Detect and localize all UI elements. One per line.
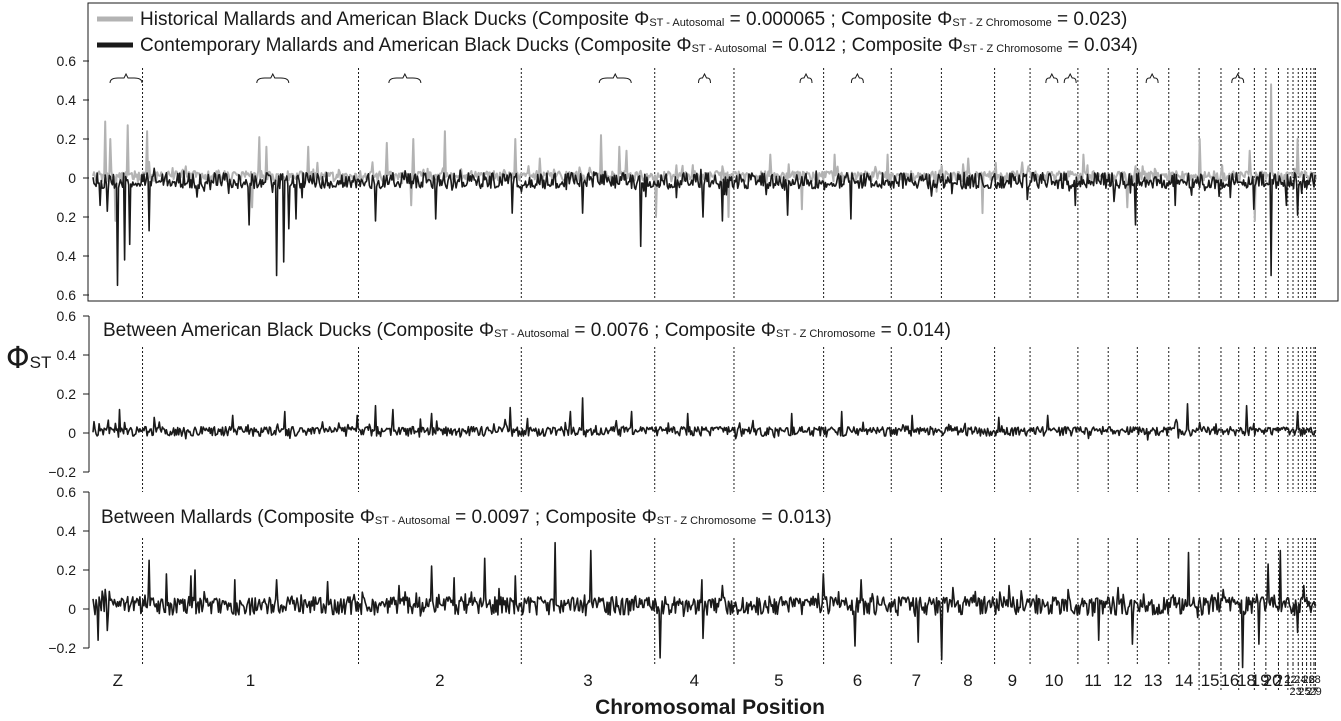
chromosome-label: 5	[774, 671, 783, 690]
y-tick-label: 0.4	[57, 248, 77, 264]
chromosome-label: 21	[1274, 671, 1293, 690]
chromosome-label: 18	[1237, 671, 1256, 690]
y-tick-label: 0.2	[57, 209, 77, 225]
chromosome-label: 1	[246, 671, 255, 690]
chromosome-label: 3	[583, 671, 592, 690]
chromosome-label: 2	[435, 671, 444, 690]
panel-middle: 0.6 0.4 0.2 0 −0.2	[48, 308, 1317, 480]
region-bracket	[1145, 72, 1159, 84]
x-axis-label: Chromosomal Position	[595, 696, 825, 719]
chromosome-label: 27	[1306, 686, 1318, 698]
region-bracket	[698, 72, 711, 84]
y-tick-label: 0	[68, 425, 76, 441]
chromosome-label: 25	[1298, 686, 1310, 698]
region-bracket	[388, 72, 422, 84]
y-tick-label: 0.6	[57, 53, 77, 69]
region-bracket	[850, 72, 864, 84]
chromosome-label: Z	[113, 671, 123, 690]
legend-label-contemporary: Contemporary Mallards and American Black…	[140, 35, 1138, 56]
y-tick-label: −0.2	[48, 640, 76, 656]
chromosome-label: 11	[1084, 671, 1102, 690]
chromosome-label: 4	[690, 671, 699, 690]
y-tick-label: 0.4	[57, 523, 77, 539]
chromosome-label: 6	[853, 671, 862, 690]
chromosome-label: 19	[1251, 671, 1270, 690]
chromosome-label: 7	[912, 671, 921, 690]
region-bracket	[1063, 72, 1077, 84]
chromosome-label: 28	[1309, 674, 1321, 686]
y-tick-label: 0.4	[57, 347, 77, 363]
chromosome-label: 16	[1220, 671, 1239, 690]
middle-panel-title: Between American Black Ducks (Composite …	[103, 320, 951, 341]
chromosome-label: 29	[1310, 686, 1322, 698]
panel-bottom: 0.6 0.4 0.2 0 −0.2	[48, 484, 1317, 669]
region-bracket	[1045, 72, 1059, 84]
chromosome-label: 10	[1045, 671, 1064, 690]
chromosome-label: 15	[1201, 671, 1220, 690]
chromosome-dividers	[142, 68, 1316, 690]
chromosome-label: 13	[1144, 671, 1163, 690]
panel-top: 0.6 0.4 0.2 0 0.2 0.4 0.6	[57, 53, 1317, 303]
y-tick-label: 0	[68, 601, 76, 617]
series-line	[92, 397, 1317, 441]
y-tick-label: 0	[68, 170, 76, 186]
series-line	[92, 167, 1317, 287]
bottom-panel-title: Between Mallards (Composite ΦST - Autoso…	[101, 507, 832, 528]
legend-label-historical: Historical Mallards and American Black D…	[140, 9, 1127, 30]
plot-panels: 0.60.40.200.20.40.60.60.40.20−0.20.60.40…	[48, 53, 1317, 669]
y-tick-label: 0.6	[57, 484, 77, 500]
chromosome-label: 22	[1284, 674, 1296, 686]
y-tick-label: 0.4	[57, 92, 77, 108]
top-panel-frame	[87, 2, 1339, 302]
region-bracket	[109, 72, 143, 84]
chromosome-label: 9	[1008, 671, 1017, 690]
chromosome-label: 8	[963, 671, 972, 690]
legend: Historical Mallards and American Black D…	[97, 9, 1138, 56]
y-tick-label: 0.2	[57, 386, 77, 402]
y-tick-label: 0.2	[57, 562, 77, 578]
y-tick-label: −0.2	[48, 464, 76, 480]
y-axis-label: ΦST	[6, 341, 51, 376]
chromosome-label: 26	[1303, 674, 1315, 686]
series-line	[92, 541, 1317, 669]
y-tick-label: 0.2	[57, 131, 77, 147]
chromosome-label: 14	[1174, 671, 1193, 690]
y-tick-label: 0.6	[57, 308, 77, 324]
region-bracket	[799, 72, 813, 84]
chromosome-label: 23	[1290, 686, 1302, 698]
region-bracket	[598, 72, 632, 84]
chromosome-label: 12	[1113, 671, 1132, 690]
region-bracket	[256, 72, 290, 84]
chromosome-label: 24	[1294, 674, 1306, 686]
region-bracket	[1231, 72, 1245, 84]
chromosome-labels: Z 1 2 3 4 5 6 7 8 9 10 11 12 13 14 15 161819202122232425…	[113, 671, 1322, 698]
chromosome-label: 20	[1263, 671, 1282, 690]
y-tick-label: 0.6	[57, 287, 77, 303]
